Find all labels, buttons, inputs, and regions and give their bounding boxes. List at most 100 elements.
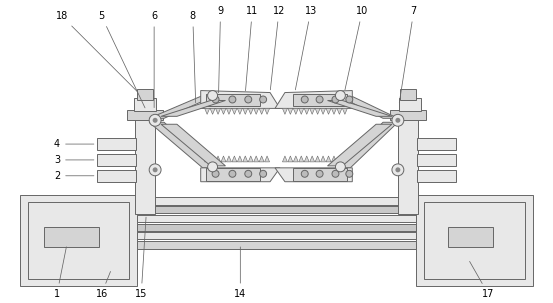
- Circle shape: [316, 96, 323, 103]
- Polygon shape: [293, 156, 298, 162]
- Polygon shape: [254, 108, 259, 114]
- Polygon shape: [283, 108, 288, 114]
- Polygon shape: [264, 156, 269, 162]
- Polygon shape: [210, 156, 215, 162]
- Polygon shape: [342, 108, 347, 114]
- Polygon shape: [293, 108, 298, 114]
- Polygon shape: [227, 108, 231, 114]
- Polygon shape: [326, 156, 331, 162]
- Polygon shape: [321, 108, 326, 114]
- Text: 11: 11: [246, 6, 258, 91]
- Text: 12: 12: [270, 6, 285, 90]
- Polygon shape: [254, 156, 259, 162]
- Polygon shape: [337, 108, 342, 114]
- Bar: [398, 115, 418, 215]
- Bar: [448, 227, 493, 247]
- Polygon shape: [264, 108, 269, 114]
- Polygon shape: [243, 108, 248, 114]
- Text: 17: 17: [469, 261, 494, 299]
- Circle shape: [392, 114, 404, 126]
- Circle shape: [336, 162, 346, 172]
- Polygon shape: [161, 124, 226, 166]
- Text: 10: 10: [345, 6, 368, 90]
- Polygon shape: [315, 156, 320, 162]
- Bar: [97, 138, 136, 150]
- Text: 2: 2: [54, 171, 94, 181]
- Circle shape: [392, 164, 404, 176]
- Polygon shape: [275, 91, 352, 108]
- Bar: [137, 206, 416, 213]
- Bar: [424, 201, 525, 279]
- Bar: [417, 138, 456, 150]
- Polygon shape: [248, 108, 253, 114]
- Polygon shape: [327, 124, 392, 166]
- Polygon shape: [216, 108, 221, 114]
- Circle shape: [245, 96, 252, 103]
- Polygon shape: [283, 156, 288, 162]
- Circle shape: [332, 170, 339, 177]
- Polygon shape: [331, 156, 336, 162]
- Circle shape: [245, 170, 252, 177]
- Circle shape: [260, 170, 267, 177]
- Text: 9: 9: [217, 6, 223, 93]
- Circle shape: [316, 170, 323, 177]
- Polygon shape: [227, 156, 231, 162]
- Bar: [135, 115, 155, 215]
- Circle shape: [301, 170, 308, 177]
- Bar: [44, 227, 98, 247]
- Circle shape: [149, 114, 161, 126]
- Text: 18: 18: [56, 11, 137, 92]
- Polygon shape: [304, 156, 309, 162]
- Bar: [390, 110, 426, 120]
- Polygon shape: [321, 156, 326, 162]
- Text: 16: 16: [96, 271, 111, 299]
- Circle shape: [207, 91, 217, 101]
- Polygon shape: [210, 108, 215, 114]
- Bar: [417, 170, 456, 182]
- Text: 3: 3: [54, 155, 94, 165]
- Polygon shape: [221, 108, 226, 114]
- Circle shape: [153, 118, 158, 123]
- Bar: [416, 195, 533, 286]
- Polygon shape: [205, 108, 210, 114]
- Polygon shape: [248, 156, 253, 162]
- Polygon shape: [275, 168, 352, 182]
- Circle shape: [212, 96, 219, 103]
- Polygon shape: [304, 108, 309, 114]
- Polygon shape: [310, 108, 315, 114]
- Bar: [137, 232, 416, 239]
- Bar: [400, 88, 416, 101]
- Circle shape: [395, 167, 400, 172]
- Bar: [399, 98, 421, 112]
- Bar: [137, 224, 416, 231]
- Polygon shape: [299, 108, 304, 114]
- Polygon shape: [315, 108, 320, 114]
- Polygon shape: [337, 156, 342, 162]
- Bar: [137, 215, 416, 222]
- Polygon shape: [201, 91, 280, 108]
- Polygon shape: [327, 101, 392, 116]
- Bar: [137, 88, 153, 101]
- Polygon shape: [201, 168, 280, 182]
- Circle shape: [229, 170, 236, 177]
- Polygon shape: [149, 122, 216, 168]
- Text: 15: 15: [135, 217, 148, 299]
- Text: 7: 7: [399, 6, 417, 103]
- Bar: [293, 94, 347, 106]
- Circle shape: [301, 96, 308, 103]
- Bar: [127, 110, 163, 120]
- Bar: [97, 154, 136, 166]
- Circle shape: [395, 118, 400, 123]
- Polygon shape: [232, 156, 237, 162]
- Bar: [417, 154, 456, 166]
- Polygon shape: [232, 108, 237, 114]
- Text: 4: 4: [54, 139, 94, 149]
- Bar: [206, 94, 260, 106]
- Polygon shape: [342, 156, 347, 162]
- Polygon shape: [299, 156, 304, 162]
- Bar: [28, 201, 129, 279]
- Circle shape: [346, 96, 353, 103]
- Polygon shape: [221, 156, 226, 162]
- Text: 1: 1: [54, 247, 66, 299]
- Polygon shape: [161, 101, 226, 116]
